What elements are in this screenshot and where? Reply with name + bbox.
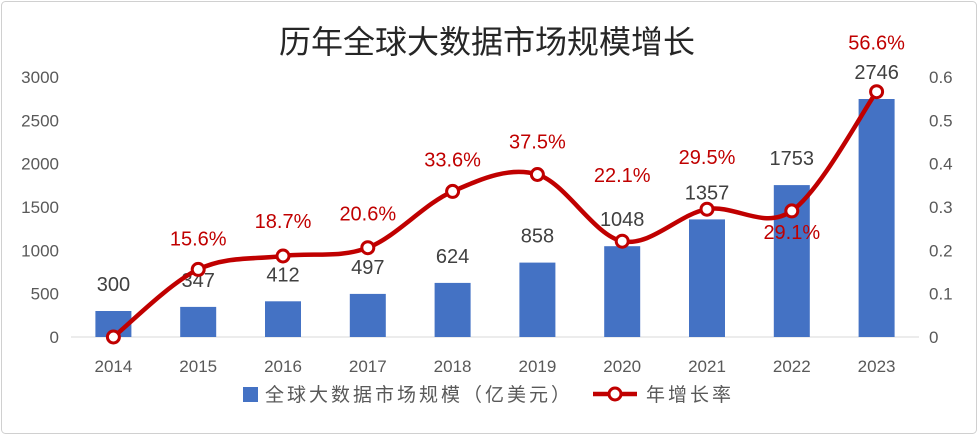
x-tick-label-2019: 2019 <box>518 357 556 376</box>
y-right-tick-label: 0.3 <box>929 198 953 217</box>
bar-value-label-2019: 858 <box>521 226 554 248</box>
x-tick-label-2023: 2023 <box>858 357 896 376</box>
bar-value-label-2017: 497 <box>351 257 384 279</box>
x-axis: 2014 2015 2016 2017 2018 2019 2020 2021 2022 2023 <box>94 357 895 376</box>
x-tick-label-2020: 2020 <box>603 357 641 376</box>
legend-bar-swatch <box>243 387 258 402</box>
x-tick-label-2015: 2015 <box>179 357 217 376</box>
growth-rate-line <box>111 89 879 340</box>
growth-rate-label-2018: 33.6% <box>424 149 481 171</box>
growth-marker-2014 <box>105 329 121 345</box>
growth-rate-label-2017: 20.6% <box>339 204 396 226</box>
legend-line-marker <box>607 386 623 402</box>
x-tick-label-2021: 2021 <box>688 357 726 376</box>
bar-2018 <box>434 282 471 337</box>
bar-value-label-2020: 1048 <box>600 209 645 231</box>
bar-series <box>95 99 895 337</box>
legend-line-label: 年增长率 <box>646 384 734 406</box>
bar-2020 <box>604 246 641 337</box>
legend: 全球大数据市场规模（亿美元） 年增长率 <box>243 384 734 406</box>
bar-value-label-2018: 624 <box>436 246 469 268</box>
growth-marker-2018 <box>445 183 461 199</box>
growth-marker-2015 <box>190 261 206 277</box>
x-tick-label-2016: 2016 <box>264 357 302 376</box>
left-axis: 0 500 1000 1500 2000 2500 3000 <box>21 68 59 347</box>
growth-marker-2020 <box>614 233 630 249</box>
bar-value-label-2022: 1753 <box>770 148 815 170</box>
bar-2015 <box>180 306 217 337</box>
bar-2017 <box>349 293 386 337</box>
growth-rate-label-2020: 22.1% <box>594 165 651 187</box>
y-right-tick-label: 0 <box>929 328 938 347</box>
y-left-tick-label: 0 <box>50 328 59 347</box>
y-right-tick-label: 0.5 <box>929 111 953 130</box>
growth-marker-2023 <box>869 84 885 100</box>
x-tick-label-2018: 2018 <box>434 357 472 376</box>
growth-rate-series <box>105 84 885 345</box>
growth-rate-label-2023: 56.6% <box>848 33 905 55</box>
y-left-tick-label: 2000 <box>21 155 59 174</box>
growth-rate-label-2021: 29.5% <box>679 147 736 169</box>
growth-rate-label-2019: 37.5% <box>509 132 566 154</box>
bar-value-label-2023: 2746 <box>854 62 899 84</box>
legend-bar-label: 全球大数据市场规模（亿美元） <box>265 384 573 406</box>
x-tick-label-2022: 2022 <box>773 357 811 376</box>
bar-2019 <box>519 262 556 337</box>
growth-rate-labels: 15.6% 18.7% 20.6% 33.6% 37.5% 22.1% 29.5% 29.1%… <box>170 33 905 251</box>
y-left-tick-label: 1000 <box>21 241 59 260</box>
y-left-tick-label: 2500 <box>21 111 59 130</box>
y-left-tick-label: 500 <box>31 285 59 304</box>
y-right-tick-label: 0.6 <box>929 68 953 87</box>
y-right-tick-label: 0.2 <box>929 241 953 260</box>
bar-2023 <box>858 99 895 337</box>
growth-marker-2017 <box>360 240 376 256</box>
growth-rate-label-2022: 29.1% <box>763 222 820 244</box>
bar-value-label-2014: 300 <box>97 274 130 296</box>
growth-rate-label-2016: 18.7% <box>255 211 312 233</box>
right-axis: 0 0.1 0.2 0.3 0.4 0.5 0.6 <box>929 68 953 347</box>
growth-marker-2016 <box>275 248 291 264</box>
y-right-tick-label: 0.4 <box>929 155 953 174</box>
growth-rate-label-2015: 15.6% <box>170 228 227 250</box>
bar-2016 <box>265 301 301 337</box>
growth-marker-2022 <box>784 203 800 219</box>
bar-value-label-2016: 412 <box>266 264 299 286</box>
y-left-tick-label: 1500 <box>21 198 59 217</box>
bar-2021 <box>689 219 725 337</box>
growth-marker-2019 <box>529 167 545 182</box>
bar-value-label-2021: 1357 <box>685 182 730 204</box>
chart-title: 历年全球大数据市场规模增长 <box>279 23 695 61</box>
x-tick-label-2017: 2017 <box>349 357 387 376</box>
growth-marker-2021 <box>699 201 715 217</box>
y-right-tick-label: 0.1 <box>929 285 953 304</box>
x-tick-label-2014: 2014 <box>94 357 132 376</box>
y-left-tick-label: 3000 <box>21 68 59 87</box>
